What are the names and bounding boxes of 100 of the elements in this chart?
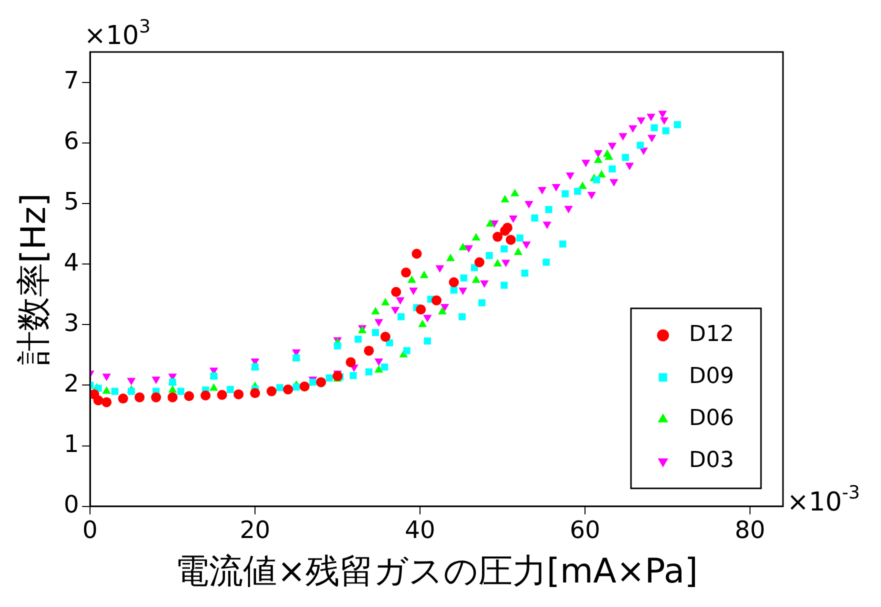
- point: [658, 110, 667, 118]
- point: [217, 390, 228, 400]
- y-tick-label: 0: [64, 490, 80, 519]
- point: [184, 391, 194, 402]
- point: [486, 252, 493, 260]
- point: [564, 206, 573, 214]
- point: [396, 297, 405, 305]
- point: [502, 222, 512, 233]
- y-tick-label: 1: [64, 430, 80, 458]
- point: [440, 304, 450, 312]
- point: [418, 320, 427, 328]
- point: [458, 313, 466, 320]
- point: [538, 187, 546, 195]
- point: [374, 319, 384, 327]
- point: [594, 150, 603, 158]
- point: [412, 248, 422, 259]
- point: [506, 234, 516, 245]
- point: [582, 160, 590, 168]
- x-tick-label: 20: [240, 516, 270, 544]
- y-tick-label: 7: [64, 66, 80, 95]
- point: [610, 179, 618, 187]
- point: [168, 392, 178, 402]
- y-tick-label: 4: [64, 248, 80, 276]
- point: [424, 337, 431, 345]
- legend-label: D09: [689, 364, 734, 390]
- point: [480, 280, 489, 288]
- point: [458, 288, 468, 296]
- point: [381, 364, 388, 371]
- point: [542, 258, 550, 266]
- point: [151, 392, 162, 402]
- point: [364, 346, 374, 356]
- point: [566, 172, 574, 180]
- x-tick-label: 40: [404, 516, 436, 544]
- point: [474, 257, 484, 268]
- point: [608, 165, 616, 172]
- point: [401, 268, 412, 278]
- point: [102, 374, 111, 382]
- x-axis-title: 電流値×残留ガスの圧力[mA×Pa]: [175, 551, 698, 592]
- point: [502, 260, 510, 268]
- point: [300, 381, 310, 392]
- point: [559, 240, 566, 248]
- point: [380, 332, 390, 342]
- point: [334, 342, 342, 350]
- point: [403, 347, 410, 354]
- point: [118, 394, 128, 404]
- x-tick-label: 80: [734, 516, 766, 544]
- point: [608, 142, 617, 150]
- point: [126, 378, 136, 386]
- point: [209, 383, 218, 391]
- point: [662, 127, 670, 134]
- point: [416, 304, 426, 314]
- point: [292, 384, 300, 391]
- point: [102, 397, 112, 408]
- point: [636, 142, 644, 149]
- point: [365, 368, 372, 376]
- point: [346, 357, 356, 368]
- point: [200, 390, 211, 401]
- point: [622, 154, 629, 161]
- point: [562, 190, 569, 198]
- point: [276, 384, 284, 392]
- point: [409, 288, 418, 296]
- point: [420, 270, 428, 278]
- point: [226, 386, 234, 394]
- point: [450, 286, 458, 294]
- point: [514, 248, 523, 256]
- point: [516, 234, 524, 242]
- point: [374, 365, 384, 373]
- point: [332, 371, 343, 382]
- point: [93, 395, 104, 406]
- point: [350, 372, 357, 380]
- point: [545, 206, 552, 214]
- point: [521, 270, 528, 277]
- point: [152, 376, 160, 384]
- point: [390, 306, 400, 314]
- point: [478, 299, 486, 306]
- point: [177, 388, 184, 395]
- point: [316, 377, 326, 388]
- point: [374, 358, 384, 366]
- x-tick-label: 60: [570, 516, 600, 544]
- point: [552, 184, 560, 192]
- point: [618, 133, 628, 141]
- point: [636, 117, 646, 125]
- legend-label: D06: [689, 406, 734, 432]
- y-tick-label: 5: [64, 188, 80, 216]
- point: [391, 286, 402, 297]
- point: [432, 295, 442, 306]
- y-tick-label: 6: [64, 127, 80, 156]
- point: [102, 386, 111, 394]
- point: [628, 125, 638, 133]
- point: [234, 389, 244, 400]
- point: [648, 134, 656, 142]
- point: [574, 188, 582, 195]
- point: [448, 277, 459, 288]
- point: [531, 214, 538, 222]
- point: [650, 124, 658, 132]
- point: [423, 314, 432, 322]
- point: [500, 245, 508, 252]
- point: [168, 385, 177, 393]
- point: [372, 328, 380, 336]
- point: [111, 388, 118, 395]
